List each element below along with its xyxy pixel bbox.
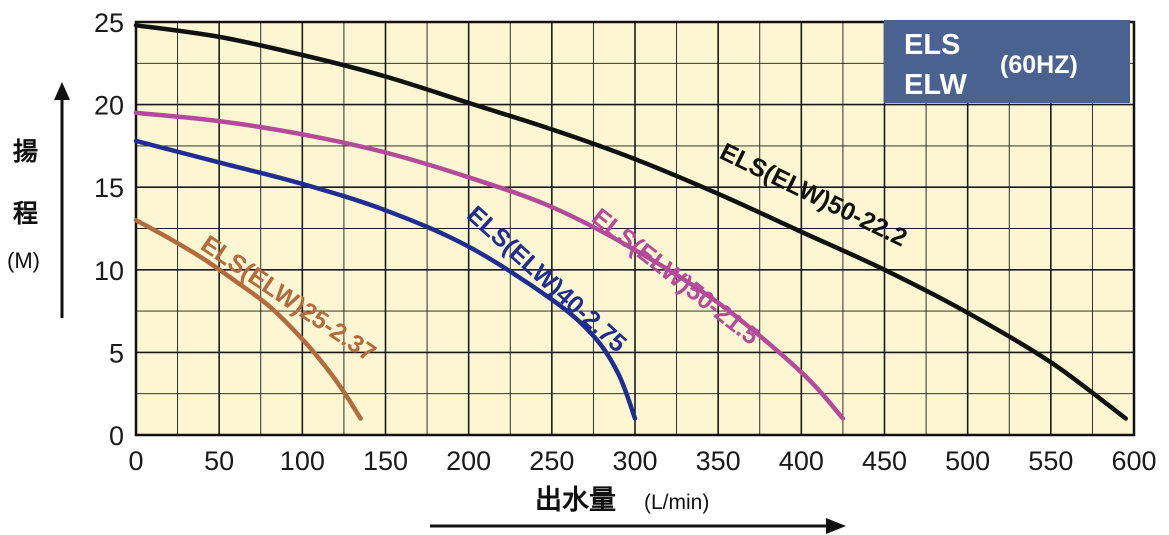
legend-line-2: ELW	[904, 69, 967, 101]
series-line	[133, 23, 1128, 421]
x-tick-label: 350	[696, 446, 741, 476]
x-arrow-head	[826, 518, 846, 534]
series-line	[133, 110, 846, 421]
legend-line-1: ELS	[904, 29, 960, 61]
series-curves	[133, 23, 1128, 421]
x-tick-labels: 0 50 100 150 200 250 300 350 400 450 500 550 600	[128, 446, 1156, 476]
x-tick-label: 0	[128, 446, 143, 476]
y-label-char-2: 程	[13, 199, 38, 228]
x-tick-label: 450	[862, 446, 907, 476]
x-tick-label: 50	[204, 446, 234, 476]
y-tick-label: 25	[94, 8, 124, 38]
plot-frame	[134, 20, 1136, 437]
legend-background	[884, 20, 1130, 103]
series-line	[133, 138, 638, 421]
y-tick-label: 20	[94, 91, 124, 121]
y-tick-label: 0	[109, 421, 124, 451]
x-tick-label: 550	[1028, 446, 1073, 476]
series-line	[133, 217, 363, 421]
x-tick-label: 100	[280, 446, 325, 476]
x-label-text: 出水量	[535, 485, 616, 516]
y-arrow-head	[54, 82, 70, 100]
y-axis-label: 揚 程 (M)	[7, 82, 70, 318]
legend-frequency: (60HZ)	[1000, 51, 1078, 79]
x-label-unit: (L/min)	[644, 491, 709, 514]
x-tick-label: 500	[945, 446, 990, 476]
x-tick-label: 300	[612, 446, 657, 476]
y-tick-label: 10	[94, 256, 124, 286]
y-label-char-1: 揚	[13, 137, 38, 166]
x-axis-label: 出水量 (L/min)	[430, 485, 846, 534]
y-tick-label: 15	[94, 173, 124, 203]
legend-box: ELS ELW (60HZ)	[884, 20, 1130, 103]
x-tick-label: 600	[1111, 446, 1156, 476]
x-tick-label: 200	[446, 446, 491, 476]
x-tick-label: 400	[779, 446, 824, 476]
y-tick-labels: 0 5 10 15 20 25	[94, 8, 124, 451]
y-label-unit: (M)	[7, 248, 40, 273]
y-tick-label: 5	[109, 338, 124, 368]
x-tick-label: 150	[363, 446, 408, 476]
x-tick-label: 250	[529, 446, 574, 476]
